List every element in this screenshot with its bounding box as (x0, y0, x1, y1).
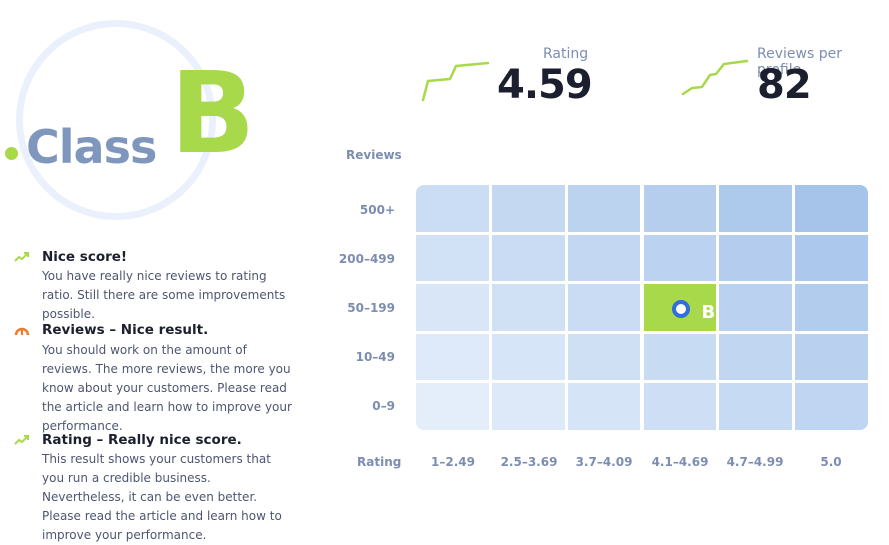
grid-cell-active: B (643, 284, 717, 331)
grid-x-title: Rating (357, 455, 402, 469)
active-cell-class-label: B (701, 302, 716, 324)
row-label: 200–499 (338, 252, 395, 266)
grid-cell (795, 234, 868, 282)
grid-cell (416, 383, 489, 430)
row-label: 0–9 (372, 399, 395, 413)
grid-cell (643, 185, 717, 232)
grid-cell (491, 284, 565, 331)
grid-cell (567, 284, 641, 331)
reviews-sparkline-icon (681, 59, 749, 96)
grid-cell (795, 333, 868, 381)
grid-cell (491, 333, 565, 381)
row-label: 50–199 (347, 301, 395, 315)
grid-y-title: Reviews (346, 148, 402, 162)
grid-cell (719, 333, 793, 381)
summary-title-score: Nice score! (42, 249, 128, 265)
class-word: Class (26, 120, 157, 174)
col-label: 4.1–4.69 (651, 455, 709, 469)
grid-cell (567, 234, 641, 282)
grid-cell (491, 383, 565, 430)
class-letter: B (170, 49, 256, 179)
grid-cell (416, 284, 489, 331)
rating-value: 4.59 (497, 62, 593, 108)
grid-cell (795, 284, 868, 331)
row-label: 500+ (359, 203, 395, 217)
grid-cell (719, 284, 793, 331)
reviews-per-profile-value: 82 (757, 62, 812, 108)
grid-cell (643, 333, 717, 381)
col-label: 4.7–4.99 (726, 455, 784, 469)
grid-cell (491, 185, 565, 232)
grid-cell (567, 333, 641, 381)
row-label: 10–49 (355, 350, 395, 364)
reviews-per-profile-label: Reviews per profile (757, 46, 842, 78)
grid-cell (416, 185, 489, 232)
summary-title-rating: Rating – Really nice score. (42, 432, 242, 448)
rating-label: Rating (543, 46, 589, 62)
col-label: 1–2.49 (431, 455, 475, 469)
rating-reviews-grid: B (416, 185, 868, 430)
grid-cell (416, 333, 489, 381)
grid-cell (719, 383, 793, 430)
summary-body-rating: This result shows your customers that yo… (42, 452, 282, 542)
grid-cell (719, 234, 793, 282)
grid-cell (795, 185, 868, 232)
trend-up-icon (14, 252, 29, 262)
grid-cell (416, 234, 489, 282)
summary-body-reviews: You should work on the amount of reviews… (42, 343, 292, 433)
grid-cell (567, 383, 641, 430)
grid-cell (719, 185, 793, 232)
class-ring (16, 20, 216, 220)
gauge-icon (14, 327, 30, 336)
grid-cell (567, 185, 641, 232)
col-label: 3.7–4.09 (575, 455, 633, 469)
class-dot (5, 147, 18, 160)
col-label: 2.5–3.69 (500, 455, 558, 469)
grid-cell (795, 383, 868, 430)
trend-up-icon (14, 435, 29, 445)
position-marker-icon (671, 300, 690, 319)
rating-sparkline-icon (421, 61, 490, 102)
summary-body-score: You have really nice reviews to rating r… (42, 269, 286, 321)
grid-cell (643, 234, 717, 282)
grid-cell (643, 383, 717, 430)
summary-title-reviews: Reviews – Nice result. (42, 322, 209, 338)
col-label: 5.0 (820, 455, 842, 469)
grid-cell (491, 234, 565, 282)
